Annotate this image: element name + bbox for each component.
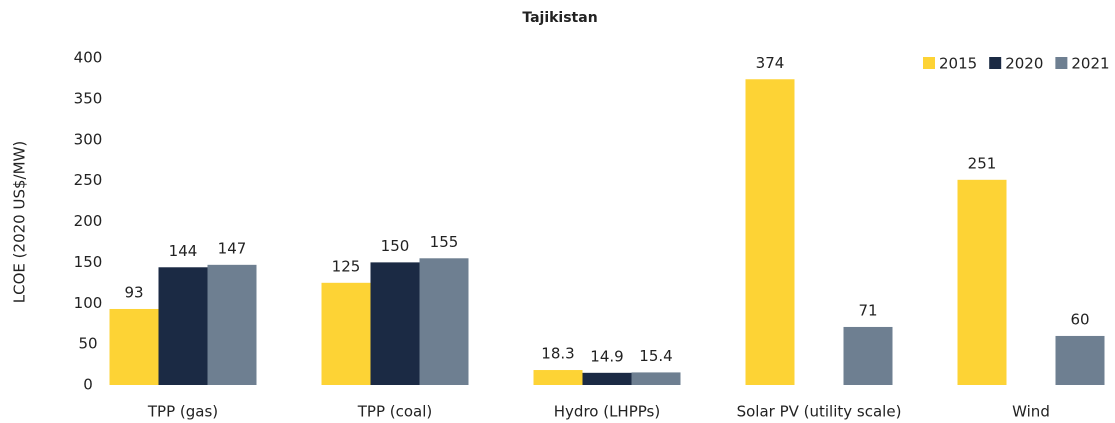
y-tick-label: 100 [74,294,103,312]
data-label: 15.4 [639,347,672,365]
chart-title: Tajikistan [522,10,597,26]
bar [745,79,795,385]
y-tick-label: 350 [74,89,103,107]
y-tick-label: 150 [74,253,103,271]
bar [631,372,681,385]
y-tick-label: 0 [83,376,93,394]
legend-label: 2020 [1005,55,1043,73]
x-tick-label: Hydro (LHPPs) [554,403,660,421]
data-label: 155 [430,233,459,251]
bar [370,262,420,385]
y-tick-label: 300 [74,130,103,148]
data-label: 150 [381,237,410,255]
bar [957,179,1007,385]
legend-swatch [989,57,1002,69]
x-tick-label: Solar PV (utility scale) [737,403,902,421]
data-label: 144 [169,242,198,260]
bar [321,282,371,385]
y-tick-label: 400 [74,49,103,67]
legend-swatch [1055,57,1068,69]
y-axis-title: LCOE (2020 US$/MW) [11,141,29,303]
bar [158,267,208,385]
bar [533,370,583,385]
bar [1055,335,1105,385]
data-label: 18.3 [541,345,574,363]
bar [843,326,893,385]
x-tick-label: TPP (gas) [147,403,218,421]
data-label: 125 [332,257,361,275]
x-tick-label: TPP (coal) [357,403,433,421]
y-tick-label: 50 [78,335,97,353]
data-label: 147 [218,239,247,257]
data-label: 71 [858,301,877,319]
legend-label: 2021 [1071,55,1109,73]
y-tick-label: 250 [74,171,103,189]
legend-swatch [923,57,935,69]
data-label: 93 [124,283,143,301]
data-label: 60 [1070,310,1089,328]
bar [207,264,257,385]
bar [419,258,469,385]
legend-label: 2015 [939,55,977,73]
bar [582,372,632,385]
y-tick-label: 200 [74,212,103,230]
data-label: 251 [968,154,997,172]
x-tick-label: Wind [1012,403,1050,421]
data-label: 374 [756,54,785,72]
bar [109,308,159,385]
data-label: 14.9 [590,347,623,365]
